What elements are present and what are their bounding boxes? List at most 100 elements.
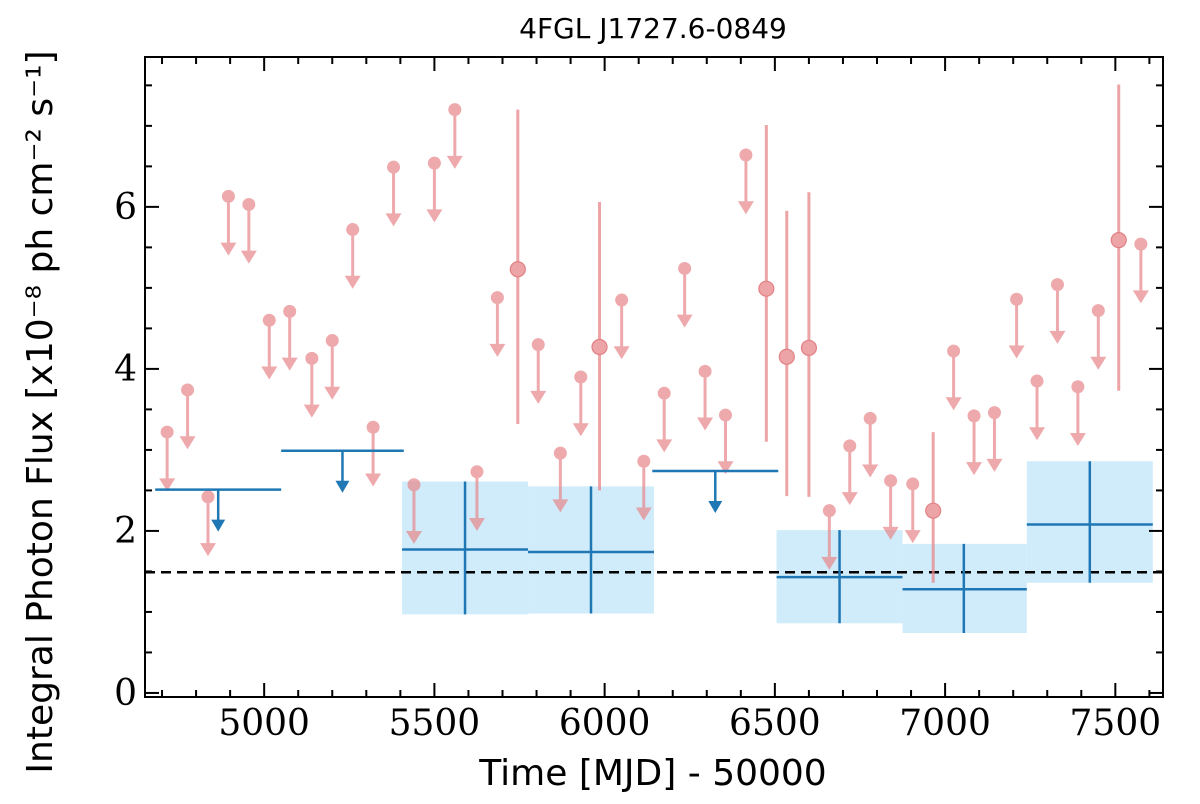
x-tick-label: 7000 [899, 703, 991, 744]
plot-frame [144, 56, 1164, 698]
upper-limit-marker [283, 304, 297, 318]
upper-limit-arrowhead [882, 526, 899, 540]
upper-limit-marker [1030, 374, 1044, 388]
short-bin-upper-limit [530, 338, 547, 404]
upper-limit-marker [637, 454, 651, 468]
upper-limit-arrowhead [405, 530, 422, 544]
short-bin-upper-limit [426, 156, 443, 223]
short-bin-upper-limit [1069, 380, 1086, 446]
upper-limit-marker [448, 103, 462, 117]
short-bin-upper-limit [220, 189, 237, 256]
short-bin-upper-limit [385, 160, 402, 227]
short-bin-upper-limit [365, 420, 382, 487]
detection-marker [1110, 231, 1127, 249]
upper-limit-marker [242, 197, 256, 211]
long-bin-upper-limit [652, 469, 779, 513]
upper-limit-arrowhead [159, 478, 176, 492]
upper-limit-marker [718, 408, 732, 422]
upper-limit-arrowhead [179, 436, 196, 450]
short-bin-upper-limit [904, 477, 921, 544]
upper-limit-marker [387, 160, 401, 174]
upper-limit-arrowhead [344, 275, 361, 289]
upper-limit-marker [553, 446, 567, 460]
short-bin-upper-limit [1029, 374, 1046, 441]
upper-limit-arrowhead [468, 518, 485, 532]
detection-marker [509, 261, 526, 278]
short-bin-detection [778, 210, 795, 497]
upper-limit-arrowhead [446, 155, 463, 169]
short-bin-upper-limit [986, 406, 1003, 472]
long-bin-detection [528, 486, 654, 614]
upper-limit-arrowhead [1090, 356, 1107, 370]
upper-limit-marker [470, 465, 484, 479]
short-bin-upper-limit [717, 408, 734, 475]
upper-limit-marker [262, 313, 276, 327]
upper-limit-marker [615, 293, 629, 307]
upper-limit-arrowhead [572, 423, 589, 437]
short-bin-upper-limit [1008, 292, 1025, 359]
short-bin-detection [758, 125, 775, 442]
upper-limit-arrowhead [717, 461, 734, 475]
short-bin-upper-limit [261, 313, 278, 380]
upper-limit-marker [987, 406, 1001, 420]
y-tick-label: 2 [114, 511, 137, 552]
upper-limit-marker [160, 425, 174, 439]
upper-limit-arrowhead [240, 250, 257, 264]
short-bin-upper-limit [1090, 304, 1107, 370]
axis-ticks: 5000 5500 6000 6500 7000 7500 0 2 4 6 [114, 57, 1163, 744]
short-bin-upper-limit [468, 465, 485, 532]
x-tick-label: 7500 [1070, 703, 1162, 744]
upper-limit-arrowhead [199, 543, 216, 557]
short-bin-upper-limit [676, 261, 693, 328]
upper-limit-marker [863, 411, 877, 425]
upper-limit-marker [657, 386, 671, 400]
upper-limit-marker [531, 338, 545, 352]
upper-limit-arrowhead [385, 213, 402, 227]
upper-limit-arrowhead [211, 519, 226, 532]
detection-marker [800, 339, 818, 356]
upper-limit-marker [884, 474, 898, 488]
upper-limit-marker [181, 383, 195, 397]
short-bin-detection [591, 202, 608, 491]
short-bin-upper-limit [737, 148, 754, 215]
short-bin-upper-limit [303, 351, 320, 418]
short-bin-detection [509, 109, 526, 424]
short-bin-upper-limit [324, 334, 341, 400]
short-bin-upper-limit [945, 344, 962, 411]
short-bin-upper-limit [552, 446, 569, 513]
short-bin-upper-limit [862, 411, 879, 478]
upper-limit-marker [427, 156, 441, 170]
long-bin-upper-limit [155, 488, 282, 532]
upper-limit-arrowhead [365, 473, 382, 487]
upper-limit-marker [906, 477, 920, 491]
short-bin-upper-limit [821, 504, 838, 570]
upper-limit-arrowhead [281, 357, 298, 371]
upper-limit-marker [678, 261, 692, 275]
upper-limit-marker [305, 351, 319, 365]
long-bin-detection [902, 543, 1027, 633]
upper-limit-marker [967, 409, 981, 423]
upper-limit-arrowhead [708, 501, 723, 513]
upper-limit-arrowhead [324, 386, 341, 400]
upper-limit-arrowhead [489, 343, 506, 357]
plot-area-border [144, 56, 1164, 698]
upper-limit-marker [739, 148, 753, 162]
short-bin-upper-limit [159, 425, 176, 492]
upper-limit-arrowhead [1029, 427, 1046, 441]
x-axis-title: Time [MJD] - 50000 [478, 753, 826, 794]
x-tick-label: 6500 [729, 703, 821, 744]
short-bin-upper-limit [405, 478, 422, 544]
upper-limit-arrowhead [635, 507, 652, 521]
short-bin-upper-limit [572, 370, 589, 437]
short-bin-upper-limit [489, 291, 506, 357]
upper-limit-marker [698, 364, 712, 378]
long-bin-detection [402, 481, 529, 615]
x-tick-label: 6000 [559, 703, 651, 744]
upper-limit-arrowhead [966, 462, 983, 476]
short-bin-upper-limit [344, 223, 361, 289]
upper-limit-arrowhead [613, 346, 630, 360]
short-bin-upper-limit [281, 304, 298, 371]
short-bin-upper-limit [841, 439, 858, 506]
upper-limit-marker [366, 420, 380, 434]
